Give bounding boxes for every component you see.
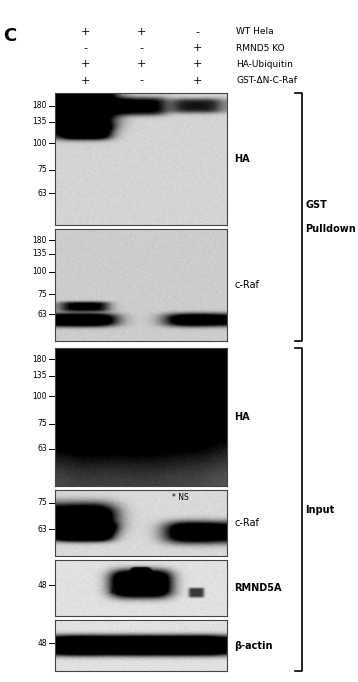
Text: RMND5A: RMND5A: [234, 583, 282, 593]
Text: C: C: [4, 27, 17, 45]
Text: +: +: [81, 59, 90, 70]
Text: 75: 75: [37, 499, 47, 507]
Text: 63: 63: [37, 444, 47, 453]
Text: 63: 63: [37, 525, 47, 534]
Text: +: +: [81, 76, 90, 85]
Text: +: +: [137, 59, 146, 70]
Text: 63: 63: [37, 310, 47, 319]
Text: 75: 75: [37, 290, 47, 299]
Text: +: +: [137, 27, 146, 37]
Text: 180: 180: [33, 102, 47, 110]
Text: -: -: [139, 43, 144, 53]
Text: 135: 135: [32, 371, 47, 380]
Text: HA-Ubiquitin: HA-Ubiquitin: [236, 60, 293, 69]
Text: +: +: [81, 27, 90, 37]
Text: Input: Input: [305, 505, 335, 515]
Text: WT Hela: WT Hela: [236, 27, 274, 36]
Text: 100: 100: [32, 267, 47, 276]
Text: 180: 180: [33, 236, 47, 245]
Text: c-Raf: c-Raf: [234, 518, 259, 528]
Text: β-actin: β-actin: [234, 640, 273, 651]
Text: -: -: [195, 27, 199, 37]
Text: -: -: [83, 43, 88, 53]
Text: 48: 48: [37, 581, 47, 590]
Text: 135: 135: [32, 117, 47, 126]
Text: 63: 63: [37, 189, 47, 198]
Text: +: +: [193, 43, 202, 53]
Text: 100: 100: [32, 391, 47, 401]
Text: 75: 75: [37, 165, 47, 174]
Text: 180: 180: [33, 355, 47, 364]
Text: Pulldown: Pulldown: [305, 224, 356, 235]
Text: -: -: [139, 76, 144, 85]
Text: 48: 48: [37, 638, 47, 648]
Text: +: +: [193, 76, 202, 85]
Text: GST: GST: [305, 200, 327, 210]
Text: +: +: [193, 59, 202, 70]
Text: 135: 135: [32, 250, 47, 258]
Text: GST-ΔN-C-Raf: GST-ΔN-C-Raf: [236, 76, 297, 85]
Text: 100: 100: [32, 138, 47, 147]
Text: *: *: [110, 589, 115, 599]
Text: c-Raf: c-Raf: [234, 280, 259, 291]
Text: RMND5 KO: RMND5 KO: [236, 44, 285, 53]
Text: HA: HA: [234, 154, 250, 164]
Text: 75: 75: [37, 419, 47, 428]
Text: HA: HA: [234, 412, 250, 422]
Text: * NS: * NS: [172, 493, 189, 502]
